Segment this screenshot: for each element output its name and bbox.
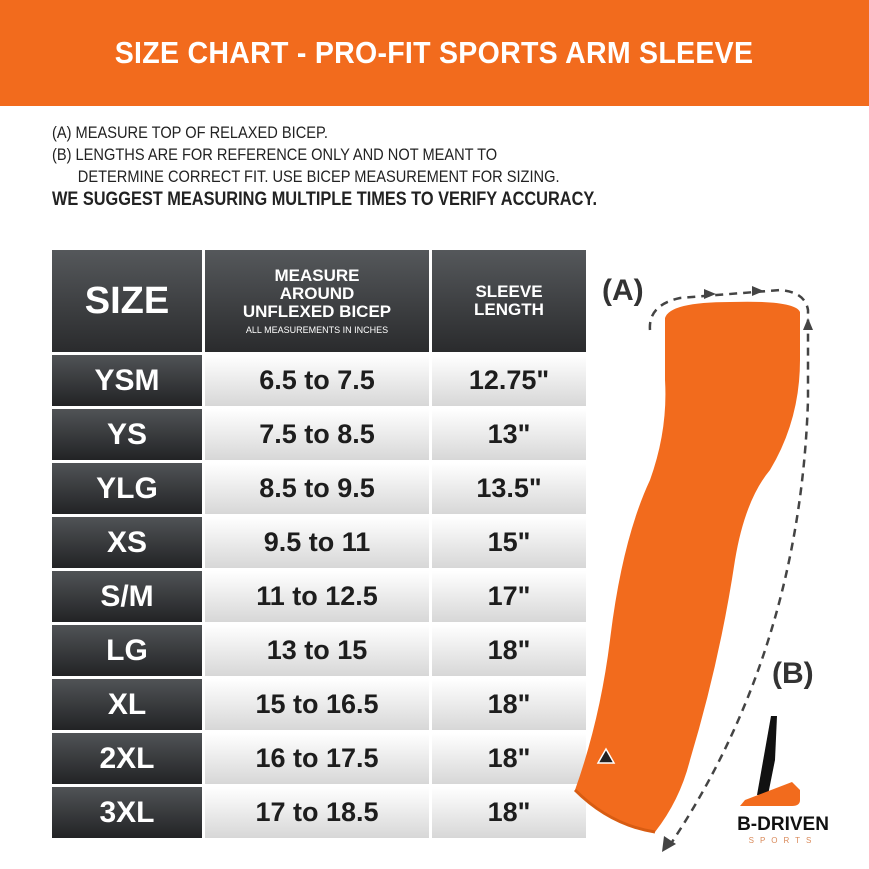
logo-sub: SPORTS <box>749 836 818 845</box>
sleeve-length-cell: 18" <box>432 679 586 730</box>
bicep-cell: 17 to 18.5 <box>205 787 429 838</box>
table-row: YLG 8.5 to 9.5 13.5" <box>52 463 586 514</box>
bicep-cell: 15 to 16.5 <box>205 679 429 730</box>
sleeve-length-cell: 13" <box>432 409 586 460</box>
table-row: 3XL 17 to 18.5 18" <box>52 787 586 838</box>
size-table: SIZE MEASURE AROUND UNFLEXED BICEP ALL M… <box>52 250 586 841</box>
arrow-up-icon <box>803 318 813 330</box>
note-a: (A) MEASURE TOP OF RELAXED BICEP. <box>52 123 328 142</box>
sleeve-logo-badge-icon <box>596 747 616 764</box>
sleeve-length-cell: 18" <box>432 733 586 784</box>
table-row: YSM 6.5 to 7.5 12.75" <box>52 355 586 406</box>
size-cell: YLG <box>52 463 202 514</box>
size-cell: S/M <box>52 571 202 622</box>
sleeve-length-cell: 12.75" <box>432 355 586 406</box>
title-banner: SIZE CHART - PRO-FIT SPORTS ARM SLEEVE <box>0 0 869 106</box>
sleeve-length-cell: 15" <box>432 517 586 568</box>
header-sleeve-line2: LENGTH <box>474 300 544 319</box>
bicep-cell: 9.5 to 11 <box>205 517 429 568</box>
header-bicep-line3: UNFLEXED BICEP <box>242 302 392 321</box>
bicep-cell: 13 to 15 <box>205 625 429 676</box>
page-title: SIZE CHART - PRO-FIT SPORTS ARM SLEEVE <box>115 35 754 70</box>
table-row: S/M 11 to 12.5 17" <box>52 571 586 622</box>
arrow-down-icon <box>662 836 676 852</box>
logo-brand: B-DRIVEN <box>737 814 829 835</box>
header-sleeve-line1: SLEEVE <box>475 282 543 301</box>
size-cell: LG <box>52 625 202 676</box>
sleeve-cuff <box>573 788 656 834</box>
size-cell: XS <box>52 517 202 568</box>
sleeve-shape <box>575 301 800 832</box>
bicep-cell: 11 to 12.5 <box>205 571 429 622</box>
sleeve-illustration: (A) (B) B-DRIVEN SPORTS <box>573 274 829 852</box>
bicep-cell: 16 to 17.5 <box>205 733 429 784</box>
sleeve-length-cell: 18" <box>432 625 586 676</box>
note-b-line2: DETERMINE CORRECT FIT. USE BICEP MEASURE… <box>77 167 560 186</box>
sleeve-length-cell: 18" <box>432 787 586 838</box>
header-bicep: MEASURE AROUND UNFLEXED BICEP ALL MEASUR… <box>205 250 429 352</box>
size-cell: YSM <box>52 355 202 406</box>
size-cell: XL <box>52 679 202 730</box>
bicep-cell: 6.5 to 7.5 <box>205 355 429 406</box>
b-driven-logo: B-DRIVEN SPORTS <box>737 716 829 845</box>
size-cell: 2XL <box>52 733 202 784</box>
note-suggest: WE SUGGEST MEASURING MULTIPLE TIMES TO V… <box>52 189 598 210</box>
size-cell: 3XL <box>52 787 202 838</box>
note-b-line1: (B) LENGTHS ARE FOR REFERENCE ONLY AND N… <box>52 145 498 164</box>
header-sleeve-length: SLEEVE LENGTH <box>432 250 586 352</box>
header-bicep-line2: AROUND <box>279 284 355 303</box>
header-size: SIZE <box>52 250 202 352</box>
table-header-row: SIZE MEASURE AROUND UNFLEXED BICEP ALL M… <box>52 250 586 352</box>
arrow-right-icon <box>704 286 764 299</box>
header-bicep-note: ALL MEASUREMENTS IN INCHES <box>245 325 389 335</box>
table-row: LG 13 to 15 18" <box>52 625 586 676</box>
table-row: XS 9.5 to 11 15" <box>52 517 586 568</box>
bicep-cell: 8.5 to 9.5 <box>205 463 429 514</box>
sleeve-length-cell: 13.5" <box>432 463 586 514</box>
table-row: 2XL 16 to 17.5 18" <box>52 733 586 784</box>
measure-dashed-line <box>648 288 810 846</box>
table-row: XL 15 to 16.5 18" <box>52 679 586 730</box>
header-bicep-line1: MEASURE <box>274 266 360 285</box>
table-row: YS 7.5 to 8.5 13" <box>52 409 586 460</box>
label-b: (B) <box>772 657 814 690</box>
label-a: (A) <box>602 274 644 307</box>
sleeve-length-cell: 17" <box>432 571 586 622</box>
bicep-cell: 7.5 to 8.5 <box>205 409 429 460</box>
measurement-notes: (A) MEASURE TOP OF RELAXED BICEP. (B) LE… <box>52 122 597 211</box>
size-cell: YS <box>52 409 202 460</box>
